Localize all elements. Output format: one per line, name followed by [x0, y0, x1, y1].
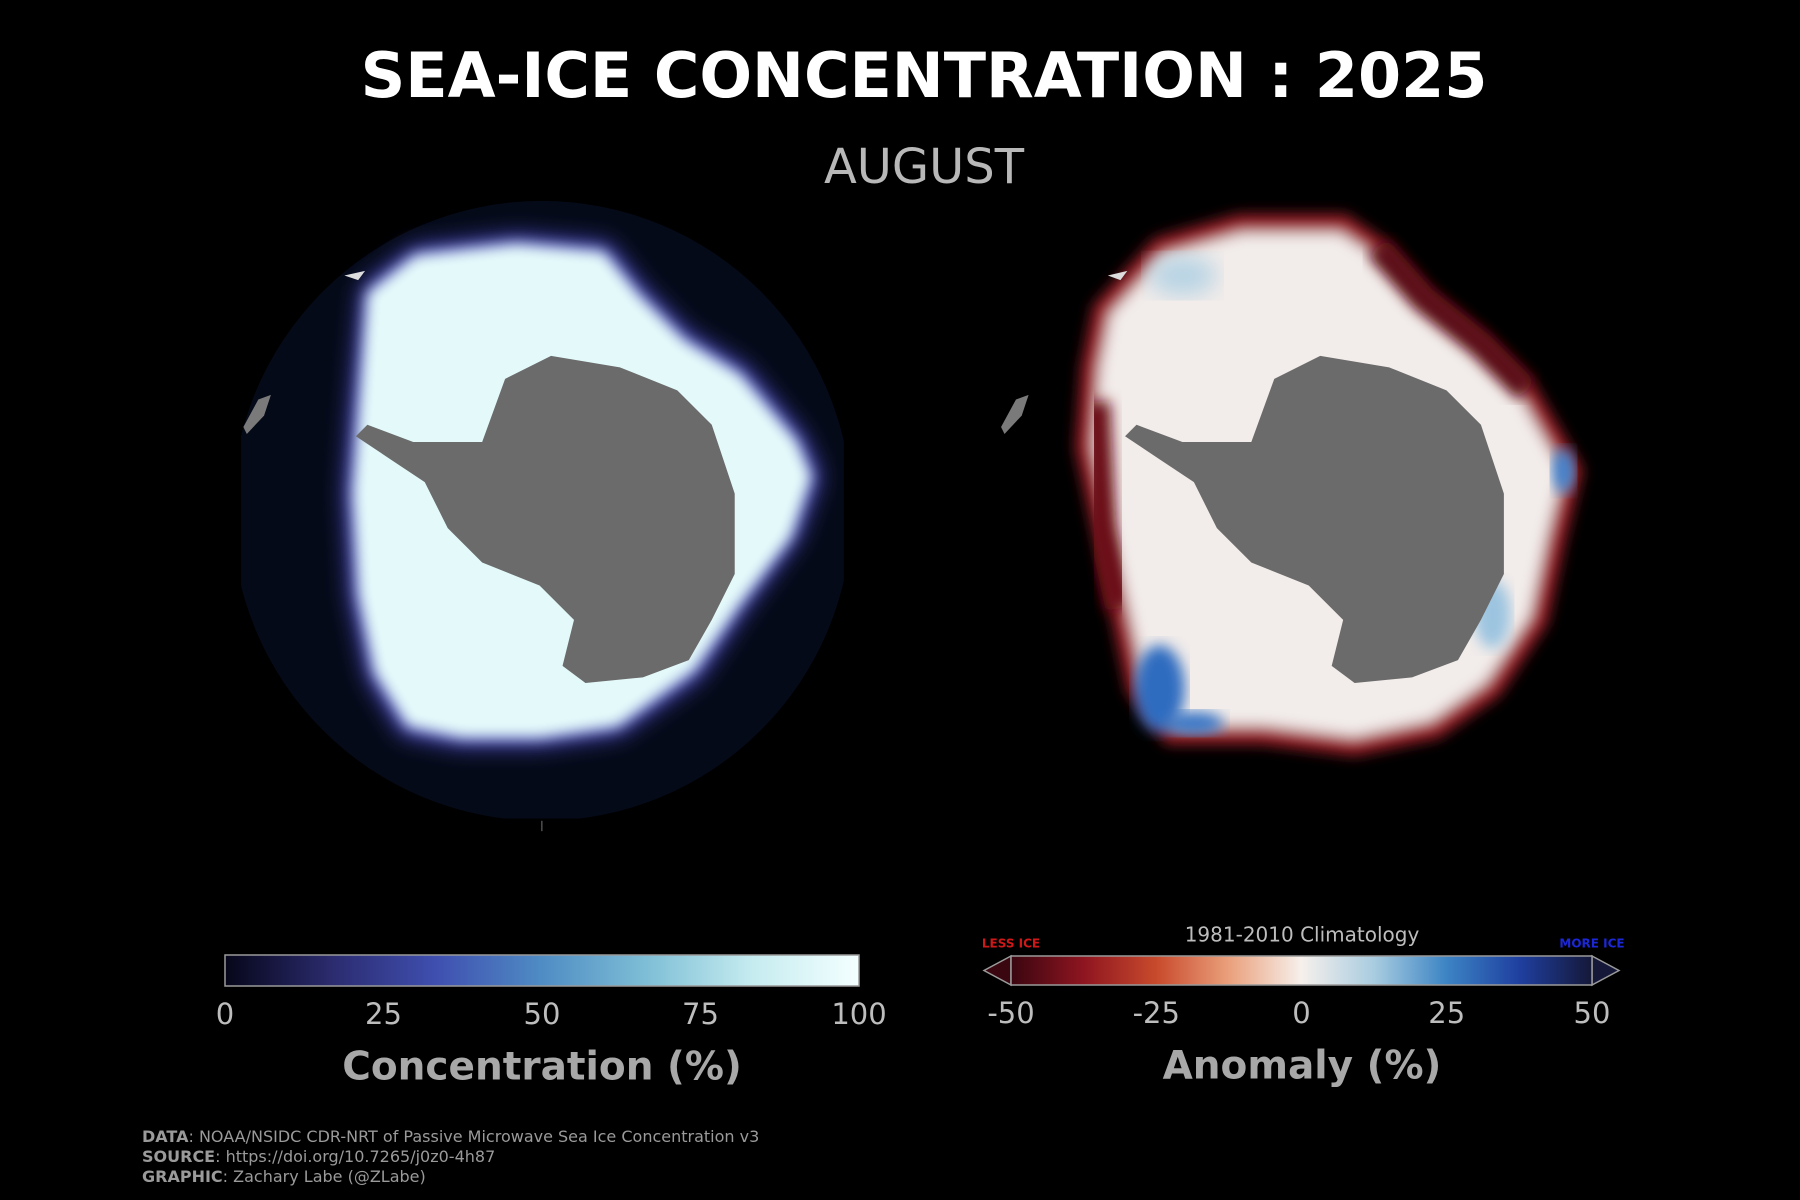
tick-label: 25	[365, 997, 402, 1031]
credit-line: DATA: NOAA/NSIDC CDR-NRT of Passive Micr…	[142, 1127, 759, 1146]
credit-text: : Zachary Labe (@ZLabe)	[223, 1167, 426, 1186]
concentration-colorbar: 0 25 50 75 100 Concentration (%)	[216, 954, 887, 1090]
anomaly-colorbar: -50 -25 0 25 50 Anomaly (%) 1981-2010 Climatol…	[982, 923, 1625, 1089]
less-ice-label: LESS ICE	[982, 937, 1040, 951]
tick-label: 25	[1428, 996, 1465, 1030]
reference-label: 1981-2010 Climatology	[1185, 923, 1420, 947]
tick-label: 0	[216, 997, 234, 1031]
tick-label: 100	[831, 997, 886, 1031]
maps	[241, 200, 1583, 832]
colorbar-label: Anomaly (%)	[1163, 1044, 1442, 1089]
tick-label: 50	[1574, 996, 1611, 1030]
credit-line: SOURCE: https://doi.org/10.7265/j0z0-4h8…	[142, 1147, 495, 1166]
tick-label: 0	[1292, 996, 1310, 1030]
anomaly-map	[1001, 214, 1583, 756]
credit-key: GRAPHIC	[142, 1167, 223, 1186]
credit-text: : https://doi.org/10.7265/j0z0-4h87	[215, 1147, 495, 1166]
subtitle: AUGUST	[824, 139, 1025, 195]
colorbar-label: Concentration (%)	[342, 1045, 742, 1090]
credit-line: GRAPHIC: Zachary Labe (@ZLabe)	[142, 1167, 426, 1186]
credit-text: : NOAA/NSIDC CDR-NRT of Passive Microwav…	[188, 1127, 759, 1146]
credit-key: SOURCE	[142, 1147, 215, 1166]
credit-key: DATA	[142, 1127, 189, 1146]
tick-label: 50	[524, 997, 561, 1031]
colorbar	[1010, 955, 1593, 986]
colorbar	[224, 954, 860, 987]
concentration-map	[241, 200, 844, 819]
tick-label: 75	[682, 997, 719, 1031]
title: SEA-ICE CONCENTRATION : 2025	[361, 39, 1488, 112]
more-ice-label: MORE ICE	[1559, 937, 1624, 951]
tick-label: -50	[987, 996, 1034, 1030]
tick-label: -25	[1133, 996, 1180, 1030]
